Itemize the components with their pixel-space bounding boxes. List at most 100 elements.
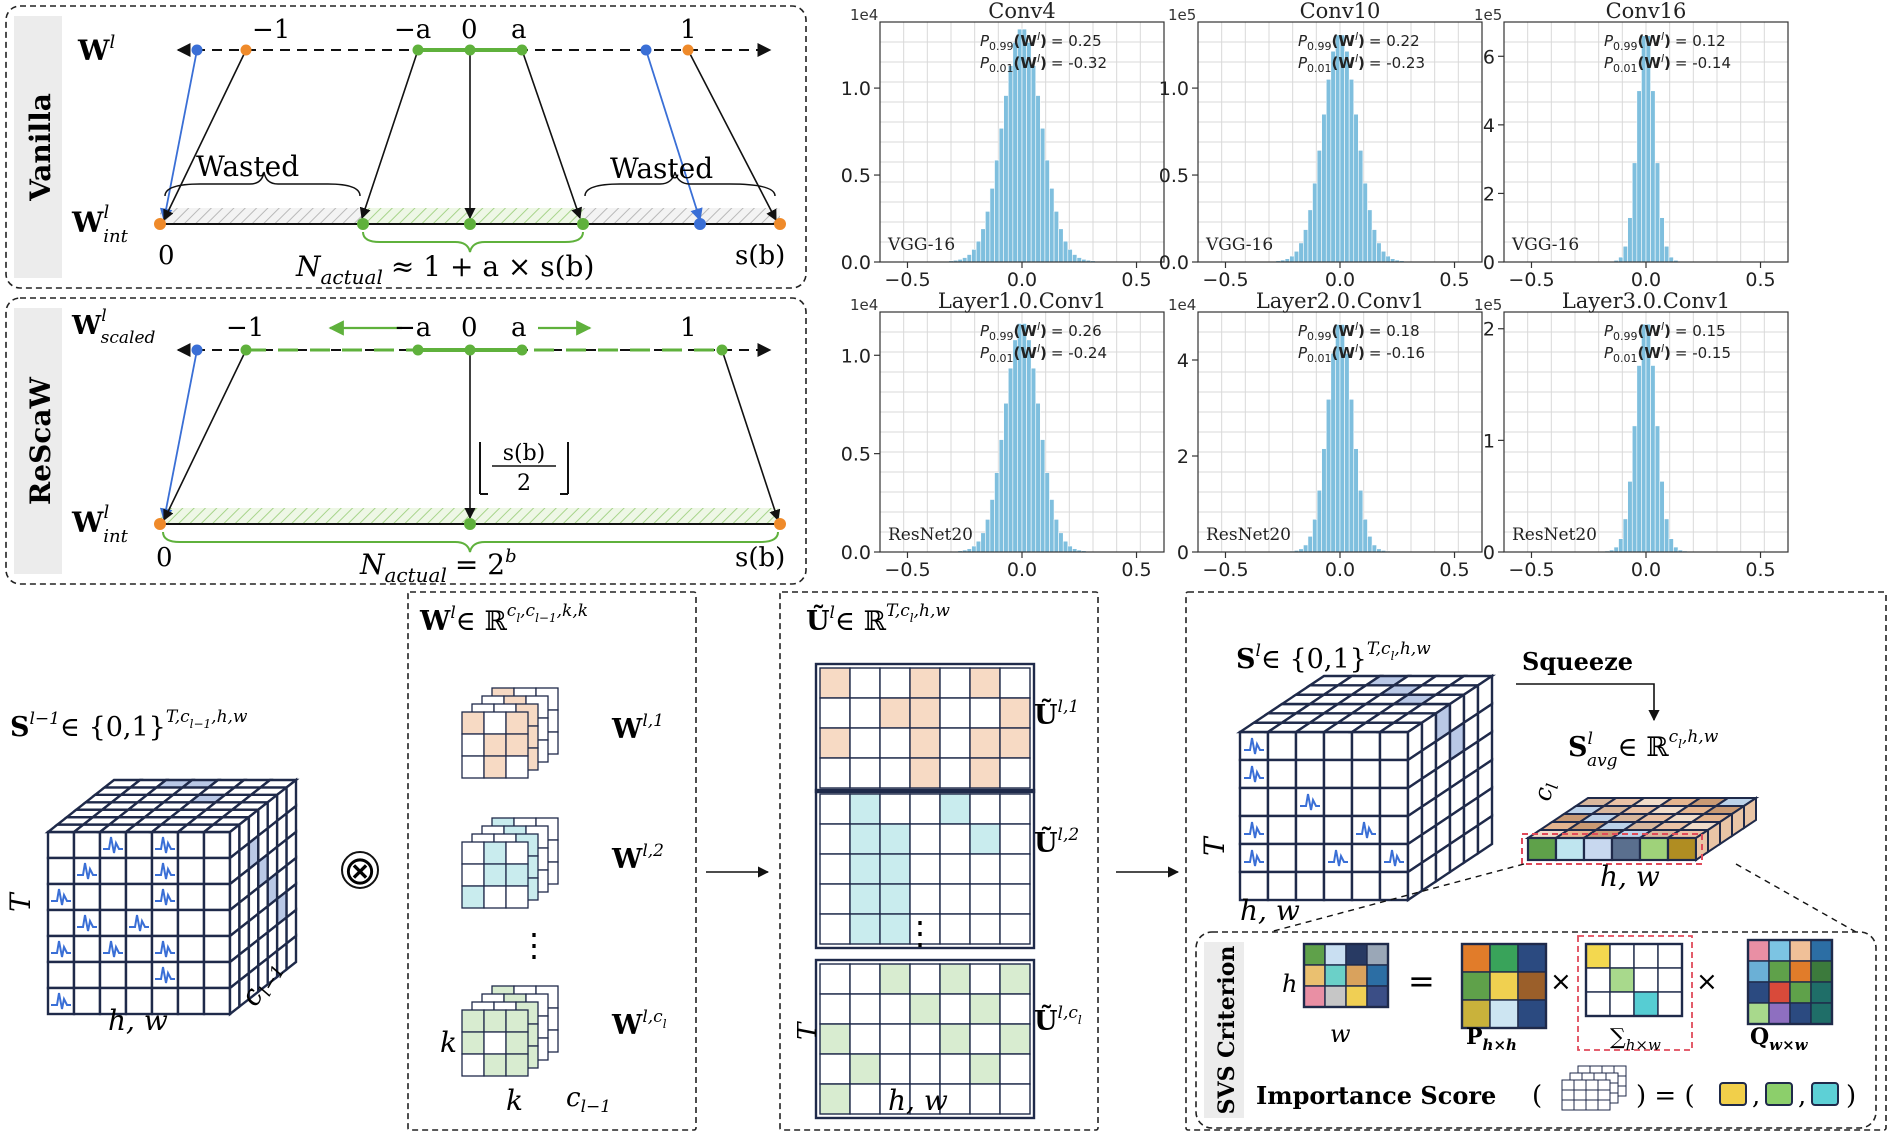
rescaw-bottom-zero: 0 bbox=[156, 543, 173, 573]
cube-cell bbox=[202, 882, 232, 912]
histogram-bar bbox=[989, 188, 995, 263]
filter-cell bbox=[461, 1031, 485, 1055]
map-cell bbox=[879, 883, 911, 915]
map-cell bbox=[879, 913, 911, 945]
membrane-map-3 bbox=[814, 958, 1036, 1120]
cube-cell bbox=[1322, 730, 1354, 762]
map-cell bbox=[909, 883, 941, 915]
stack-cell bbox=[1561, 1089, 1575, 1101]
squeeze-label: Squeeze bbox=[1522, 647, 1633, 676]
histogram-bar bbox=[1030, 65, 1037, 263]
histogram-bar bbox=[1362, 518, 1368, 553]
slab-highlight bbox=[1521, 833, 1703, 865]
map-cell bbox=[819, 727, 851, 759]
histogram-grid: −0.5 0.0 0.5 0.0 0.5 1.0 1e4 Conv4 P0.99(Wl) = 0.… bbox=[841, 0, 1789, 581]
cube-cell bbox=[202, 986, 232, 1016]
map-cell bbox=[999, 793, 1031, 825]
weight-filter-1 bbox=[461, 687, 559, 779]
matrix-cell bbox=[1585, 943, 1611, 969]
matrix-cell bbox=[1585, 991, 1611, 1017]
rescaw-w-label: Wl scaled bbox=[71, 306, 156, 348]
histogram-bar bbox=[1053, 519, 1059, 553]
histogram-bar bbox=[1636, 365, 1642, 553]
histogram-bar bbox=[1627, 481, 1633, 553]
map-cell bbox=[999, 757, 1031, 789]
vanilla-tick-a: a bbox=[511, 15, 527, 45]
map-cell bbox=[849, 853, 881, 885]
axis-scale-label: 1e5 bbox=[1474, 6, 1502, 24]
filter-cell bbox=[461, 885, 485, 909]
map-cell bbox=[999, 993, 1031, 1025]
map-cell bbox=[849, 963, 881, 995]
histogram-bar bbox=[1026, 42, 1032, 263]
histogram-bar bbox=[1316, 150, 1322, 263]
stack-cell bbox=[1597, 1089, 1611, 1101]
histogram-bar bbox=[1049, 499, 1055, 553]
histogram-bar bbox=[1316, 489, 1322, 553]
histogram-bar bbox=[1007, 65, 1014, 263]
matrix-cell bbox=[1489, 971, 1519, 1001]
y-tick-label: 4 bbox=[1483, 115, 1495, 137]
y-tick-label: 1 bbox=[1483, 430, 1495, 452]
network-label: ResNet20 bbox=[1206, 525, 1291, 545]
filter-cell bbox=[483, 863, 507, 887]
cube-cell bbox=[176, 830, 206, 860]
histogram-bar bbox=[1380, 250, 1387, 263]
map-cell bbox=[879, 697, 911, 729]
cube-cell bbox=[176, 908, 206, 938]
histogram-bar bbox=[1040, 127, 1046, 263]
rescaw-tick-nega: −a bbox=[394, 313, 431, 343]
importance-close: ) = ( bbox=[1636, 1081, 1695, 1111]
histogram-bar bbox=[1062, 240, 1069, 263]
importance-score-1 bbox=[1719, 1082, 1747, 1106]
cube-cell bbox=[202, 934, 232, 964]
filter-cell bbox=[461, 711, 485, 735]
importance-comma-1: , bbox=[1752, 1081, 1760, 1111]
filter-cell bbox=[483, 885, 507, 909]
svs-eq: = bbox=[1408, 962, 1435, 1000]
axis-scale-label: 1e4 bbox=[1168, 296, 1196, 314]
x-tick-label: 0.0 bbox=[1325, 269, 1355, 291]
s-cube-t: T bbox=[1198, 835, 1231, 856]
map-cell bbox=[849, 697, 881, 729]
cube-cell bbox=[1322, 814, 1354, 846]
map-cell bbox=[849, 793, 881, 825]
p01-annotation: P0.01(Wl) = -0.16 bbox=[1298, 342, 1425, 365]
cube-cell bbox=[1294, 730, 1326, 762]
histogram-bar bbox=[1012, 42, 1018, 263]
stack-cell bbox=[1585, 1089, 1599, 1101]
map-cell bbox=[939, 853, 971, 885]
filter-cell bbox=[483, 733, 507, 757]
p99-annotation: P0.99(Wl) = 0.22 bbox=[1298, 30, 1420, 53]
cube-cell bbox=[176, 960, 206, 990]
savg-hw: h, w bbox=[1600, 860, 1660, 893]
map-cell bbox=[819, 853, 851, 885]
savg-c: cl bbox=[1528, 780, 1562, 804]
histogram-bar bbox=[1659, 217, 1665, 263]
map-cell bbox=[909, 853, 941, 885]
histogram-bar bbox=[1072, 254, 1078, 263]
y-tick-label: 2 bbox=[1483, 319, 1495, 341]
histogram-4: −0.5 0.0 0.5 0.0 0.5 1.0 1e4 Layer1.0.Conv1 P0.9… bbox=[841, 289, 1165, 581]
histogram-5: −0.5 0.0 0.5 0 2 4 1e4 Layer2.0.Conv1 P0.99(Wl) =… bbox=[1168, 289, 1483, 581]
histogram-bar bbox=[1654, 425, 1661, 553]
cube-cell bbox=[1294, 814, 1326, 846]
map-cell bbox=[909, 823, 941, 855]
y-tick-label: 6 bbox=[1483, 46, 1495, 68]
membrane-maps bbox=[814, 662, 1036, 1120]
slab-front-cell bbox=[1638, 836, 1670, 862]
cube-cell bbox=[1350, 758, 1382, 790]
histogram-bar bbox=[1673, 546, 1679, 553]
average-spike-slab bbox=[1521, 796, 1760, 865]
floor-num: s(b) bbox=[503, 441, 546, 466]
map-cell bbox=[999, 963, 1031, 995]
y-tick-label: 0.5 bbox=[1159, 165, 1189, 187]
matrix-cell bbox=[1303, 985, 1326, 1008]
matrix-cell bbox=[1768, 981, 1791, 1004]
histogram-bar bbox=[1303, 544, 1309, 553]
s-label: Sl∈ {0,1}T,cl,h,w bbox=[1236, 639, 1431, 675]
x-tick-label: 0.0 bbox=[1631, 269, 1661, 291]
histogram-title: Conv10 bbox=[1300, 0, 1381, 23]
cube-cell bbox=[1238, 870, 1270, 902]
map-cell bbox=[909, 757, 941, 789]
